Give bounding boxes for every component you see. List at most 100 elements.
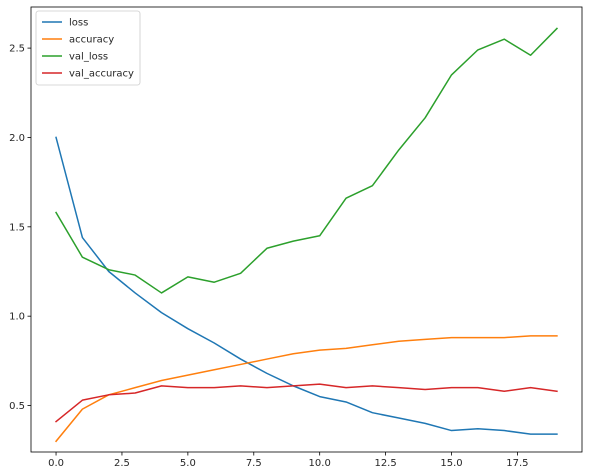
data-point-val_accuracy-1 — [81, 399, 84, 402]
data-point-val_accuracy-8 — [265, 386, 268, 389]
data-point-val_loss-3 — [134, 274, 137, 277]
data-point-loss-7 — [239, 358, 242, 361]
data-point-val_accuracy-2 — [107, 393, 110, 396]
data-point-val_loss-2 — [107, 268, 110, 271]
data-point-loss-19 — [555, 433, 558, 436]
series-line-val_accuracy — [54, 383, 558, 423]
data-point-accuracy-1 — [81, 408, 84, 411]
y-tick-label: 1.0 — [9, 312, 25, 323]
data-point-loss-13 — [397, 417, 400, 420]
data-point-loss-11 — [345, 400, 348, 403]
data-point-val_accuracy-13 — [397, 386, 400, 389]
data-point-loss-0 — [55, 136, 58, 139]
data-point-val_loss-4 — [160, 291, 163, 294]
data-point-val_accuracy-19 — [555, 390, 558, 393]
data-point-val_accuracy-0 — [55, 420, 58, 423]
y-tick-label: 2.0 — [9, 133, 25, 144]
data-point-loss-8 — [265, 372, 268, 375]
data-point-val_accuracy-4 — [160, 384, 163, 387]
x-tick-label: 0.0 — [48, 458, 64, 466]
data-point-val_loss-15 — [450, 73, 453, 76]
data-point-val_accuracy-5 — [186, 386, 189, 389]
data-point-val_loss-5 — [186, 275, 189, 278]
series-line-loss — [55, 136, 558, 435]
legend-label-val_loss: val_loss — [69, 52, 108, 63]
data-point-accuracy-10 — [318, 349, 321, 352]
data-point-loss-17 — [503, 429, 506, 432]
data-point-accuracy-15 — [450, 336, 453, 339]
data-point-accuracy-5 — [186, 374, 189, 377]
data-point-loss-15 — [450, 429, 453, 432]
legend-label-val_accuracy: val_accuracy — [69, 69, 134, 80]
data-point-val_loss-9 — [292, 240, 295, 243]
data-point-val_loss-10 — [318, 234, 321, 237]
data-point-val_accuracy-12 — [371, 384, 374, 387]
x-tick-label: 15.0 — [440, 458, 462, 466]
x-tick-label: 12.5 — [374, 458, 396, 466]
x-axis: 0.0 2.5 5.0 7.5 10.0 12.5 15.0 17.5 — [48, 452, 529, 466]
data-point-accuracy-3 — [134, 386, 137, 389]
y-axis: 0.5 1.0 1.5 2.0 2.5 — [9, 44, 31, 412]
legend-label-loss: loss — [69, 18, 88, 29]
data-point-val_accuracy-18 — [529, 386, 532, 389]
data-point-accuracy-17 — [503, 336, 506, 339]
x-tick-label: 10.0 — [309, 458, 331, 466]
data-point-val_loss-1 — [81, 256, 84, 259]
data-point-loss-4 — [160, 311, 163, 314]
series-line-val_loss — [55, 27, 559, 294]
data-point-val_accuracy-10 — [318, 383, 321, 386]
y-tick-label: 0.5 — [9, 401, 25, 412]
series-layer — [54, 27, 559, 443]
legend: loss accuracy val_loss val_accuracy — [35, 10, 141, 86]
data-point-val_loss-8 — [265, 247, 268, 250]
data-point-accuracy-9 — [292, 352, 295, 355]
data-point-val_accuracy-7 — [239, 384, 242, 387]
data-point-val_accuracy-16 — [476, 386, 479, 389]
data-point-val_accuracy-6 — [213, 386, 216, 389]
data-point-accuracy-16 — [476, 336, 479, 339]
data-point-loss-3 — [134, 291, 137, 294]
series-line-accuracy — [54, 335, 558, 443]
x-tick-label: 5.0 — [180, 458, 196, 466]
data-point-val_accuracy-14 — [424, 388, 427, 391]
data-point-accuracy-11 — [345, 347, 348, 350]
data-point-val_accuracy-17 — [503, 390, 506, 393]
data-point-loss-16 — [476, 427, 479, 430]
data-point-val_loss-16 — [476, 48, 479, 51]
data-point-loss-14 — [424, 422, 427, 425]
legend-label-accuracy: accuracy — [69, 35, 114, 46]
data-point-val_loss-19 — [555, 27, 558, 30]
data-point-val_accuracy-11 — [345, 386, 348, 389]
data-point-val_loss-18 — [529, 54, 532, 57]
x-tick-label: 7.5 — [246, 458, 262, 466]
data-point-val_accuracy-9 — [292, 384, 295, 387]
data-point-val_loss-14 — [424, 116, 427, 119]
data-point-loss-10 — [318, 395, 321, 398]
data-point-val_loss-11 — [345, 197, 348, 200]
data-point-val_loss-0 — [55, 211, 58, 214]
x-tick-label: 17.5 — [506, 458, 528, 466]
data-point-val_accuracy-15 — [450, 386, 453, 389]
axes-frame — [30, 6, 583, 453]
data-point-val_loss-17 — [503, 38, 506, 41]
data-point-val_loss-6 — [213, 281, 216, 284]
data-point-loss-12 — [371, 411, 374, 414]
data-point-accuracy-8 — [265, 358, 268, 361]
data-point-accuracy-0 — [55, 440, 58, 443]
data-point-accuracy-13 — [397, 340, 400, 343]
data-point-loss-6 — [213, 341, 216, 344]
data-point-loss-1 — [81, 236, 84, 239]
data-point-val_loss-7 — [239, 272, 242, 275]
data-point-accuracy-12 — [371, 343, 374, 346]
data-point-accuracy-14 — [424, 338, 427, 341]
data-point-accuracy-7 — [239, 363, 242, 366]
data-point-val_loss-13 — [397, 148, 400, 151]
data-point-val_loss-12 — [371, 184, 374, 187]
data-point-val_accuracy-3 — [134, 392, 137, 395]
x-tick-label: 2.5 — [114, 458, 130, 466]
data-point-accuracy-18 — [529, 334, 532, 337]
data-point-loss-5 — [186, 327, 189, 330]
y-tick-label: 2.5 — [9, 44, 25, 55]
